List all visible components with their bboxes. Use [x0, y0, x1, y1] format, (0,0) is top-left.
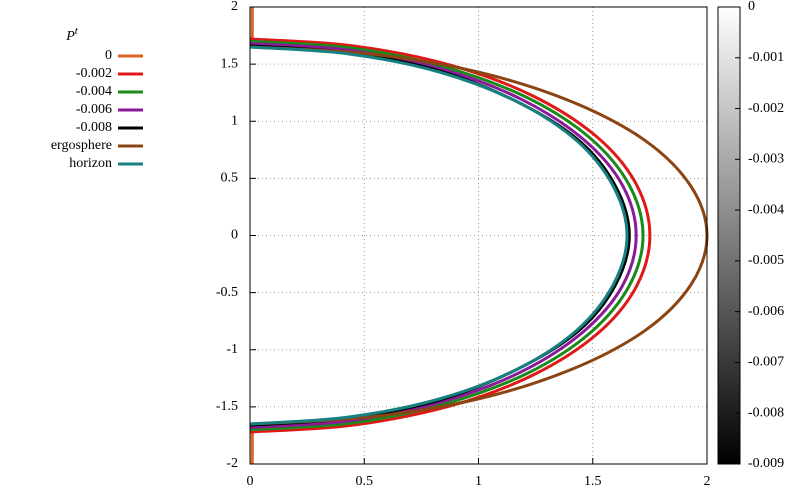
x-tick-label: 1.5 [584, 474, 602, 489]
curve [249, 45, 629, 426]
legend-title-base: P [65, 29, 75, 44]
y-tick-label: 1 [231, 113, 238, 128]
y-tick-label: 1.5 [221, 56, 239, 71]
colorbar-tick-label: -0.004 [748, 202, 784, 217]
legend-label: -0.004 [76, 84, 112, 99]
legend-label: -0.008 [76, 120, 112, 135]
colorbar-tick-label: -0.003 [748, 152, 784, 167]
y-tick-label: -2 [226, 456, 238, 471]
colorbar-tick-label: 0 [748, 0, 755, 14]
x-tick-label: 2 [704, 474, 711, 489]
colorbar [717, 6, 741, 465]
y-tick-label: -1 [226, 342, 238, 357]
y-tick-label: 0 [231, 228, 238, 243]
y-tick-label: 2 [231, 0, 238, 14]
legend-title-sup: t [75, 25, 79, 37]
colorbar-tick-label: -0.002 [748, 101, 784, 116]
y-tick-label: -1.5 [216, 399, 238, 414]
colorbar-tick-label: -0.006 [748, 304, 784, 319]
colorbar-tick-label: -0.009 [748, 456, 784, 471]
plot-frame [249, 6, 708, 465]
legend-title: Pt [65, 25, 79, 45]
colorbar-tick-label: -0.007 [748, 355, 784, 370]
x-tick-label: 0.5 [356, 474, 374, 489]
legend-label: -0.006 [76, 102, 112, 117]
colorbar-tick-label: -0.001 [748, 50, 784, 65]
curve [249, 37, 652, 434]
x-tick-label: 0 [247, 474, 254, 489]
colorbar-tick-label: -0.008 [748, 405, 784, 420]
legend-label: -0.002 [76, 66, 112, 81]
legend-label: horizon [69, 156, 112, 171]
legend-label: 0 [105, 48, 112, 63]
y-tick-label: 0.5 [221, 171, 239, 186]
legend-label: ergosphere [51, 138, 112, 153]
colorbar-tick-label: -0.005 [748, 253, 784, 268]
y-tick-label: -0.5 [216, 285, 238, 300]
curve [249, 42, 638, 429]
x-tick-label: 1 [475, 474, 482, 489]
